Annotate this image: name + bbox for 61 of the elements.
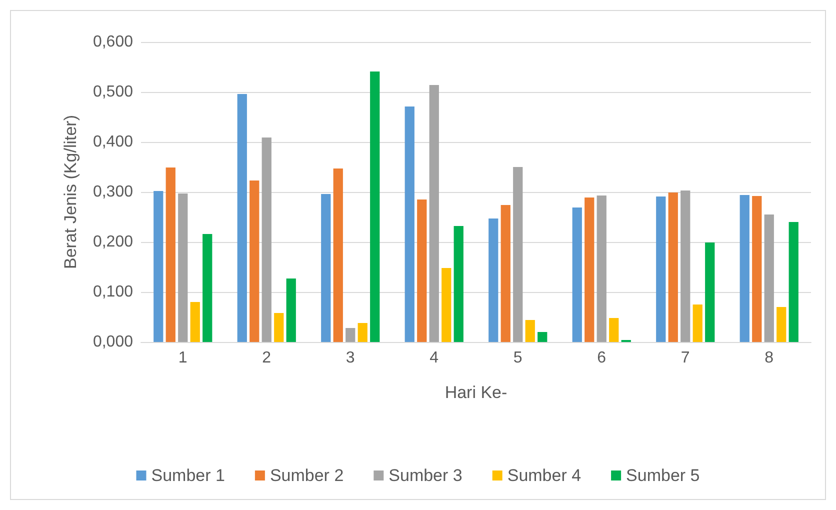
legend-label: Sumber 2 <box>270 466 344 485</box>
y-tick-label: 0,000 <box>92 334 134 350</box>
bar <box>764 214 774 342</box>
bar <box>166 168 176 342</box>
bar <box>286 278 296 342</box>
legend-label: Sumber 3 <box>388 466 462 485</box>
y-axis-title: Berat Jenis (Kg/liter) <box>61 115 80 269</box>
bar <box>740 195 750 342</box>
bar <box>500 205 510 342</box>
x-axis-title: Hari Ke- <box>444 383 508 402</box>
y-tick-label: 0,100 <box>92 284 134 300</box>
bar <box>404 106 414 342</box>
x-tick-label: 2 <box>262 350 272 366</box>
bar <box>752 196 762 342</box>
y-tick-label: 0,500 <box>92 84 134 100</box>
y-tick-label: 0,400 <box>92 134 134 150</box>
y-tick-label: 0,600 <box>92 34 134 50</box>
legend-label: Sumber 4 <box>507 466 582 485</box>
bar <box>442 268 452 342</box>
bar <box>596 196 606 342</box>
bar <box>358 323 368 342</box>
bar <box>346 328 356 342</box>
y-tick-label: 0,300 <box>92 184 134 200</box>
bar <box>321 194 331 342</box>
y-tick-label: 0,200 <box>92 234 134 250</box>
bar <box>178 194 188 342</box>
bar <box>262 138 272 342</box>
bar <box>488 218 498 342</box>
legend-label: Sumber 1 <box>151 466 225 485</box>
x-tick-label: 8 <box>764 350 774 366</box>
bar <box>454 226 464 342</box>
x-tick-label: 1 <box>178 350 188 366</box>
bar <box>584 198 594 342</box>
x-tick-label: 3 <box>346 350 355 366</box>
bar <box>572 208 582 342</box>
bar <box>525 320 535 342</box>
bar <box>680 190 690 342</box>
legend-label: Sumber 5 <box>626 466 700 485</box>
bar <box>609 318 619 342</box>
bar <box>668 192 678 342</box>
bar <box>237 94 247 342</box>
bar <box>538 332 548 342</box>
x-tick-label: 6 <box>597 350 606 366</box>
bar <box>692 304 702 342</box>
bar <box>190 302 200 342</box>
bar <box>705 242 715 342</box>
bar <box>656 196 666 342</box>
bar <box>154 191 164 342</box>
bar <box>788 222 798 342</box>
bar <box>202 234 212 342</box>
bar <box>370 72 380 342</box>
bar <box>250 180 260 342</box>
bar <box>776 307 786 342</box>
bar <box>274 313 284 342</box>
bar <box>513 167 523 342</box>
bar <box>333 168 343 342</box>
x-tick-label: 7 <box>680 350 690 366</box>
bar <box>417 200 427 342</box>
bar <box>429 85 439 342</box>
x-tick-label: 5 <box>513 350 522 366</box>
x-tick-label: 4 <box>430 350 439 366</box>
